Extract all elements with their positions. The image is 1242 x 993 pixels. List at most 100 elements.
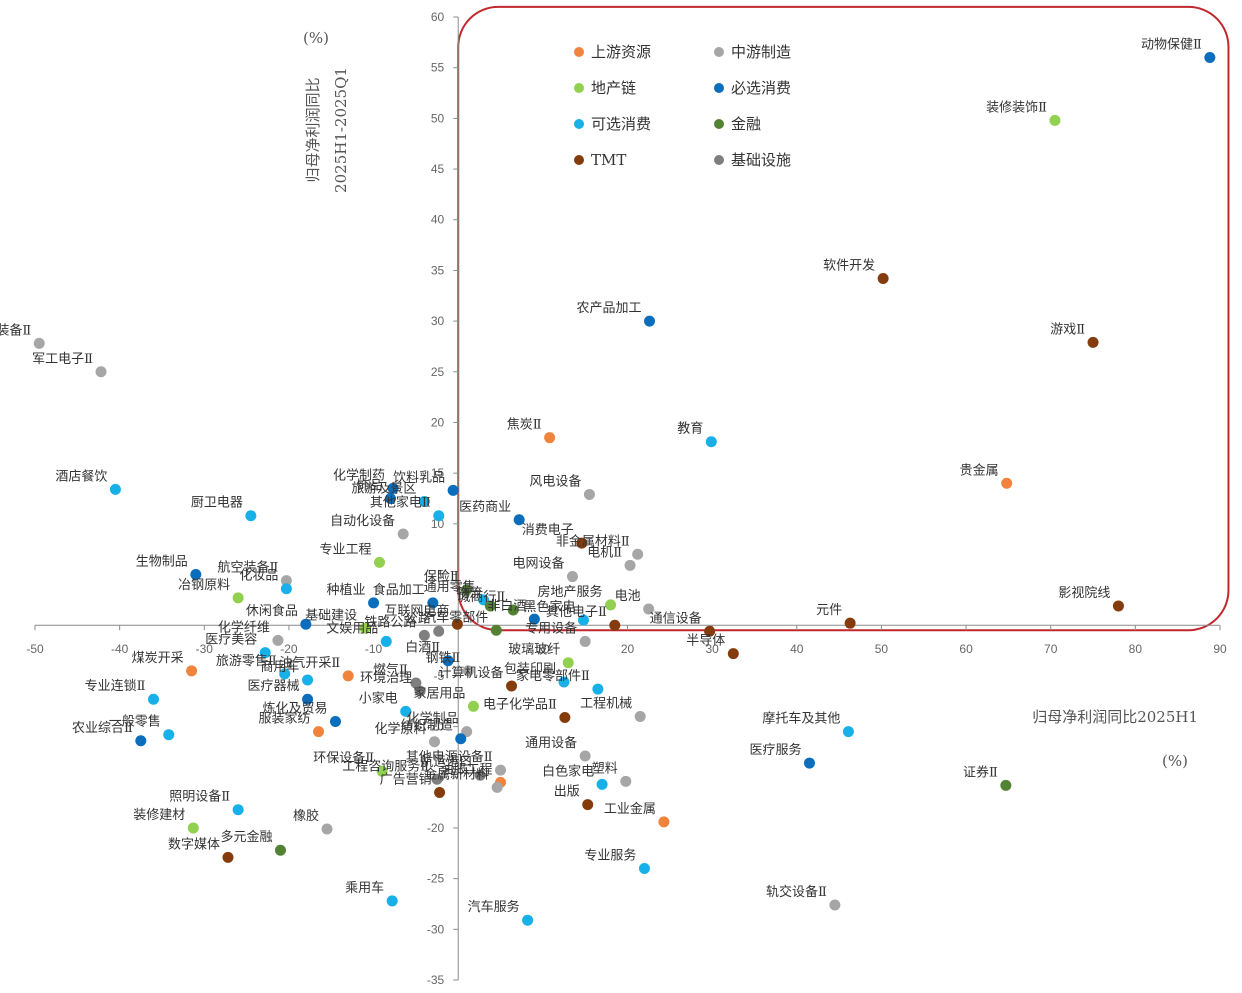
data-point <box>844 617 856 629</box>
data-point <box>427 597 439 609</box>
point-label: 文娱用品 <box>326 621 378 636</box>
axes-layer <box>34 16 1221 981</box>
point-label: 煤炭开采 <box>132 651 184 666</box>
data-point <box>490 624 502 636</box>
data-point <box>829 899 841 911</box>
point-label: 电子化学品Ⅱ <box>483 696 557 712</box>
point-label: 贵金属 <box>960 462 999 478</box>
data-point <box>582 799 594 811</box>
data-point <box>313 726 325 738</box>
data-point <box>431 773 443 785</box>
point-label: 一般零售 <box>109 714 161 730</box>
x-axis-unit: (%) <box>1162 752 1188 770</box>
data-point <box>410 677 422 689</box>
point-label: 照明设备Ⅱ <box>169 789 230 805</box>
data-point <box>1112 600 1124 612</box>
data-point <box>245 510 257 522</box>
point-label: 生物制品 <box>136 555 188 570</box>
data-point <box>186 665 198 677</box>
point-label: 其他电源设备Ⅱ <box>406 749 493 765</box>
point-label: 电机Ⅱ <box>587 545 622 560</box>
data-point <box>522 914 534 926</box>
y-tick-label: 20 <box>431 415 445 429</box>
data-point <box>579 750 591 762</box>
x-axis-title: 归母净利润同比2025H1 <box>1032 708 1198 726</box>
data-point <box>187 822 199 834</box>
point-label: 影视院线 <box>1058 586 1110 601</box>
point-label: 厨卫电器 <box>191 496 243 511</box>
x-tick-label: 40 <box>790 642 804 656</box>
data-point <box>596 778 608 790</box>
data-point <box>442 655 454 667</box>
data-point <box>447 484 459 496</box>
y-tick-label: 25 <box>431 365 445 379</box>
point-label: 多元金融 <box>220 829 272 845</box>
point-label: 化学原料 <box>374 721 426 737</box>
point-label: 工程咨询服务Ⅱ <box>342 758 429 774</box>
data-point <box>632 548 644 560</box>
data-point <box>342 670 354 682</box>
point-label: 通用设备 <box>525 735 577 751</box>
data-point <box>302 693 314 705</box>
point-label: 商用车 <box>261 659 300 675</box>
x-tick-label: 50 <box>875 642 889 656</box>
data-point <box>544 432 556 444</box>
legend-label: 中游制造 <box>731 43 791 61</box>
data-point <box>484 600 496 612</box>
legend-label: 必选消费 <box>731 79 791 97</box>
point-label: 工程机械 <box>580 696 632 711</box>
data-point <box>620 775 632 787</box>
data-point <box>397 528 409 540</box>
point-label: 风电设备 <box>529 473 581 489</box>
point-label: 油服工程 <box>441 762 493 777</box>
data-point <box>400 705 412 717</box>
data-point <box>461 584 473 596</box>
point-label: 焦炭Ⅱ <box>507 418 542 433</box>
x-tick-label: 20 <box>621 642 635 656</box>
y-axis-title-line2: 2025H1-2025Q1 <box>332 67 350 193</box>
data-point <box>163 729 175 741</box>
data-point <box>705 436 717 448</box>
point-label: 种植业 <box>327 583 366 598</box>
point-label: 专用设备 <box>525 620 577 636</box>
data-point <box>272 634 284 646</box>
data-point <box>279 668 291 680</box>
point-label: 城商行Ⅱ <box>457 590 505 605</box>
point-label: 基础建设 <box>305 608 357 623</box>
point-label: 自动化设备 <box>330 513 395 529</box>
point-label: 小家电 <box>359 690 398 706</box>
data-point <box>462 665 474 677</box>
data-point <box>95 366 107 378</box>
x-tick-label: 60 <box>959 642 973 656</box>
point-label: 工业金属 <box>604 801 656 817</box>
data-point <box>704 625 716 637</box>
point-label: 非金属材料Ⅱ <box>556 533 630 549</box>
legend-label: 基础设施 <box>731 151 791 169</box>
data-point <box>300 618 312 630</box>
point-label: 化学制药 <box>333 467 385 483</box>
data-point <box>1001 477 1013 489</box>
data-point <box>376 765 388 777</box>
point-label: 轨交设备Ⅱ <box>766 884 827 900</box>
point-label: 服装家纺 <box>259 711 311 727</box>
legend-label: 金融 <box>731 115 761 133</box>
point-label: 钢铁Ⅱ <box>426 651 461 666</box>
y-tick-label: 55 <box>431 61 445 75</box>
tick-label-layer: -50 -40 -30 -20 -10 10 20 30 40 50 60 70 80 90 -35 -30 -… <box>26 10 1227 987</box>
legend-label: TMT <box>591 151 626 169</box>
point-label: 数字媒体 <box>168 837 220 852</box>
point-label: 医疗服务 <box>749 742 801 758</box>
point-label: 装修建材 <box>133 808 185 823</box>
data-point <box>528 613 540 625</box>
point-label: 汽车服务 <box>468 899 520 915</box>
point-label: 饮料乳品 <box>393 470 445 485</box>
point-label: 环保设备Ⅱ <box>313 750 374 766</box>
point-label: 塑料 <box>592 761 618 776</box>
legend-marker <box>574 47 584 57</box>
data-point <box>274 844 286 856</box>
point-label: 白色家电 <box>542 763 594 779</box>
data-point <box>605 599 617 611</box>
